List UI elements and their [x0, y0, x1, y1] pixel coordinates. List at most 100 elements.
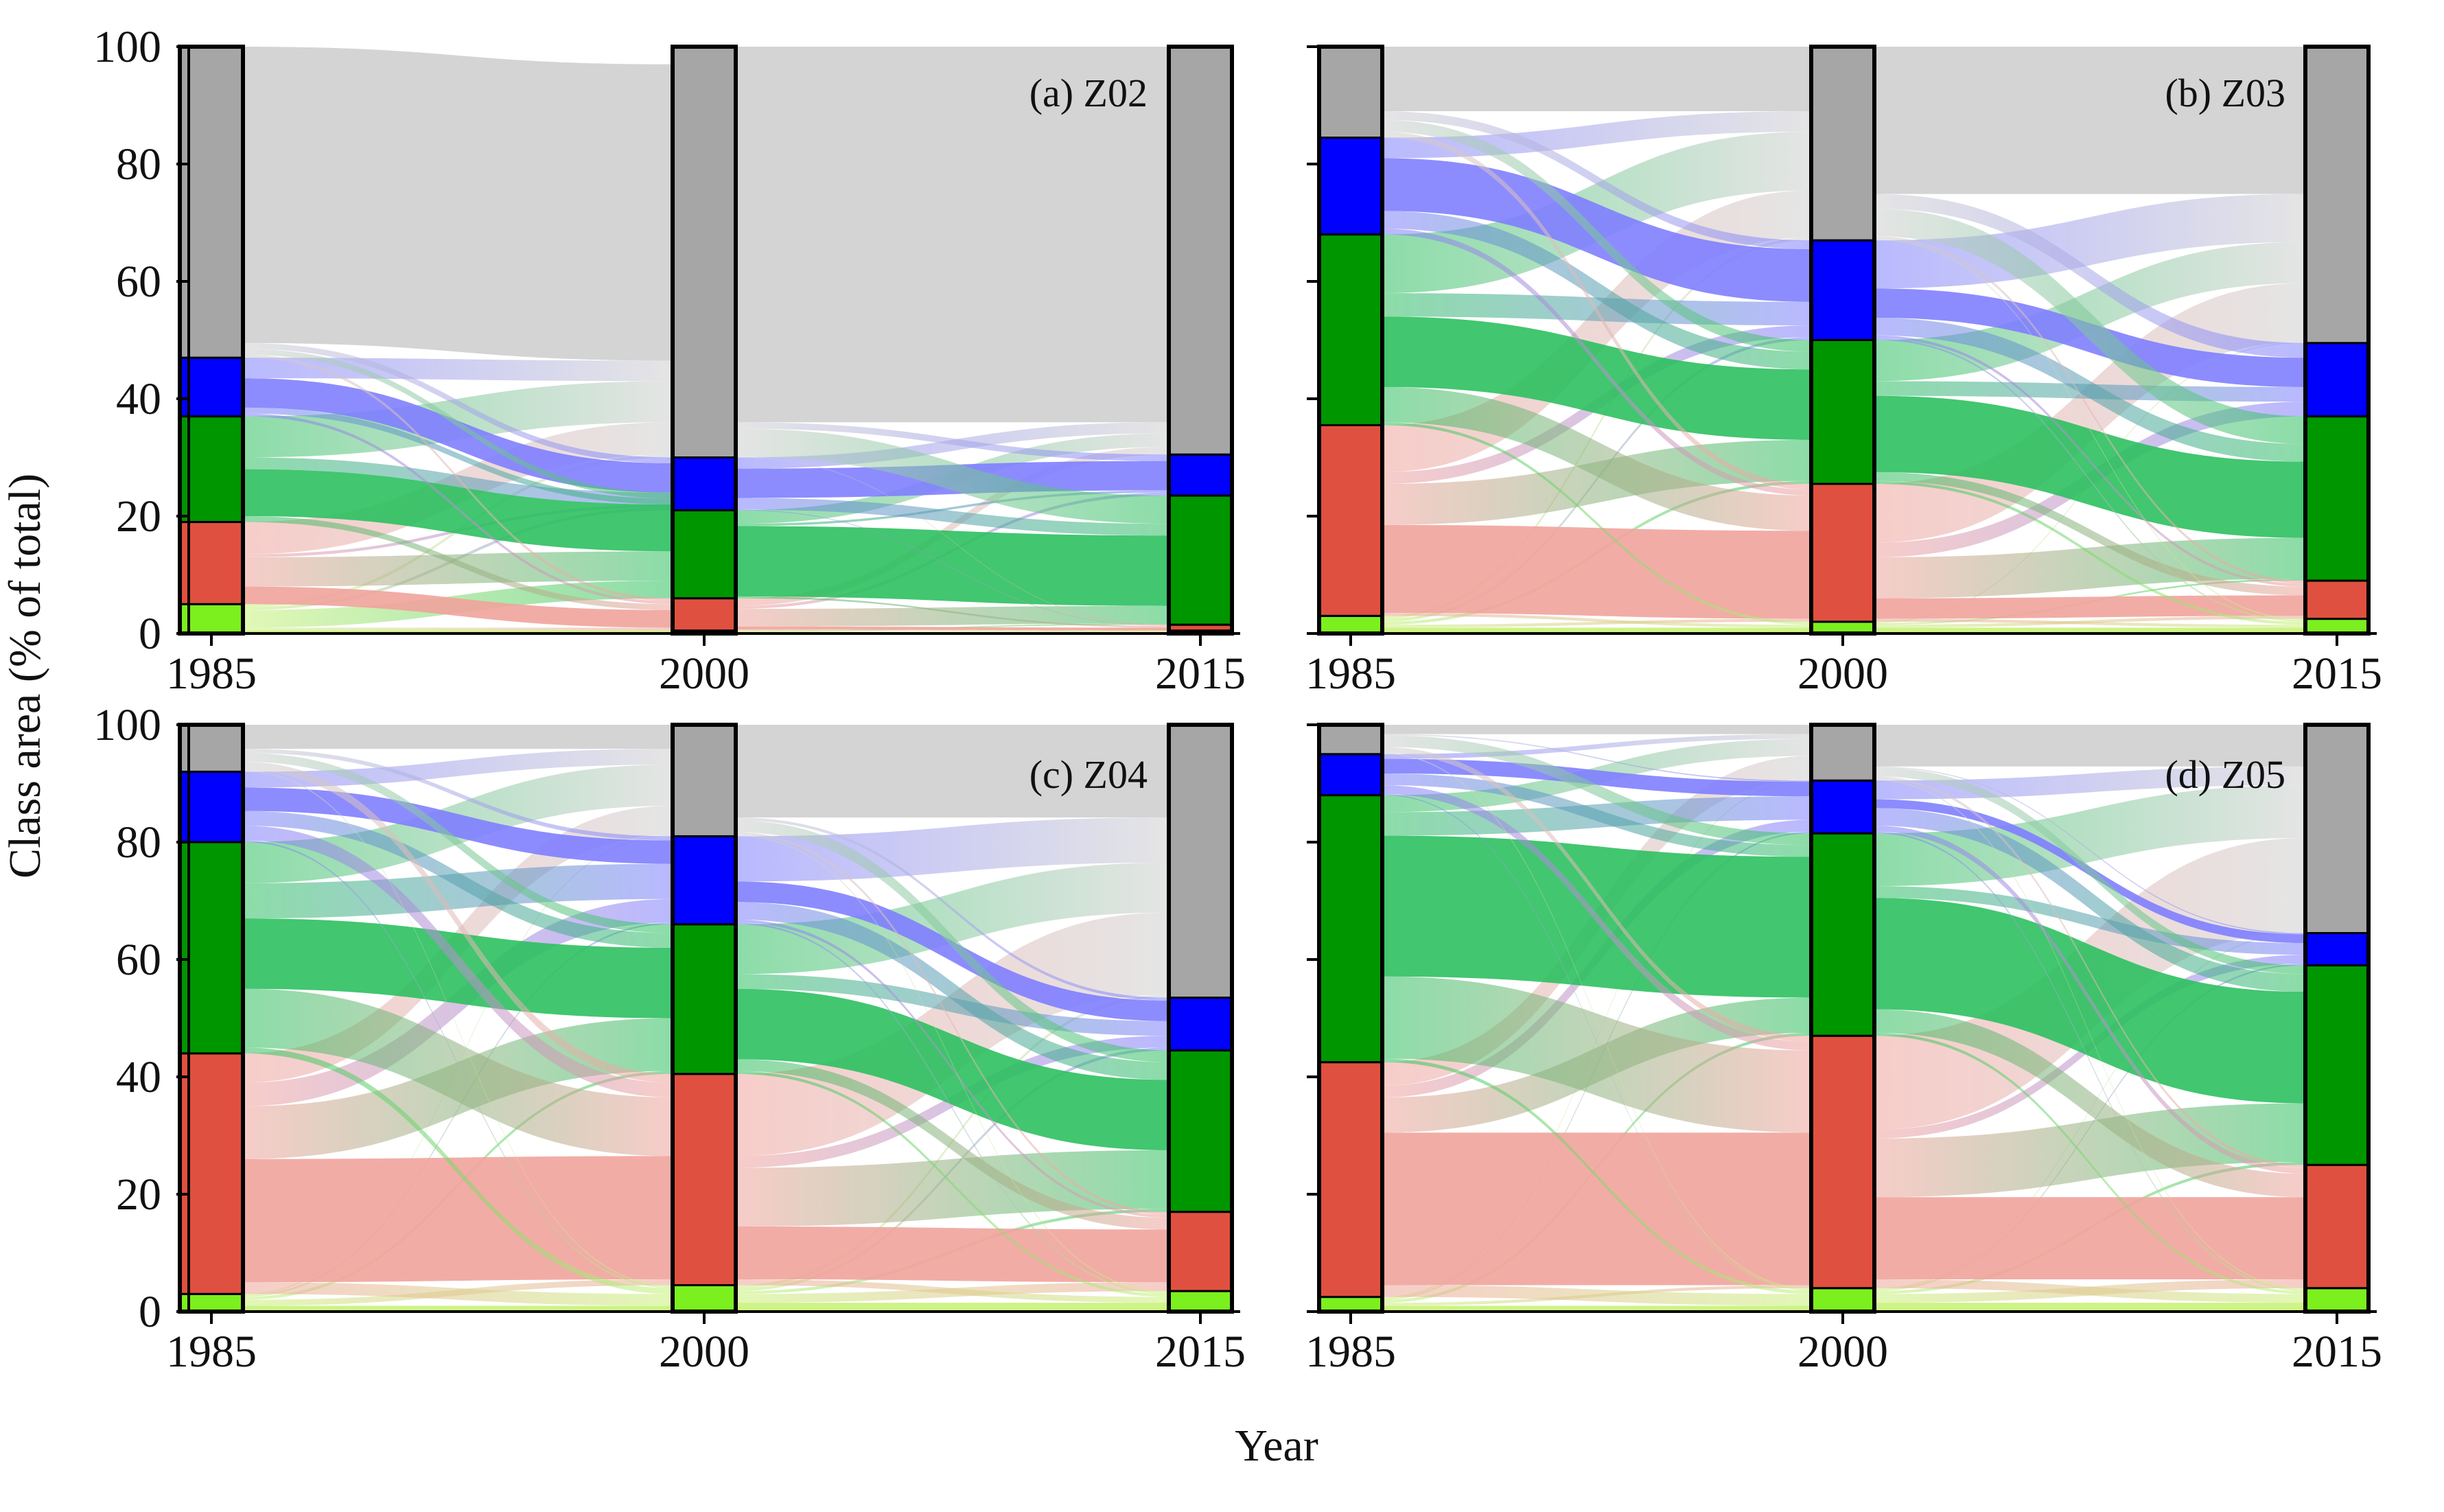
flow-gray-to-light-green — [1874, 779, 2305, 1290]
flow-green-to-light-green — [736, 1071, 1169, 1297]
flow-red-to-gray — [736, 447, 1169, 606]
flow-light-green-to-red — [1382, 618, 1811, 628]
flow-blue-to-light-green — [1382, 793, 1811, 1291]
flow-green-to-red — [1874, 472, 2305, 596]
flow-blue-to-green — [1874, 808, 2305, 992]
flow-green-to-green — [736, 526, 1169, 606]
flow-gray-to-green — [1874, 767, 2305, 975]
flow-red-to-light-green — [1874, 618, 2305, 628]
bar-2015 — [1167, 45, 1234, 636]
bar-segment-red — [671, 1073, 737, 1287]
flow-gray-to-red — [243, 761, 673, 1083]
flow-gray-to-gray — [1382, 725, 1811, 734]
flow-gray-to-red — [1874, 776, 2305, 1168]
flow-blue-to-blue — [243, 787, 673, 864]
flow-blue-to-red — [243, 826, 673, 1097]
flow-blue-to-red — [1382, 785, 1811, 1051]
flow-green-to-blue — [736, 974, 1169, 1036]
y-tick-label: 100 — [93, 700, 161, 750]
flow-blue-to-red — [736, 509, 1169, 626]
flow-blue-to-red — [736, 919, 1169, 1218]
x-tick-label-2000: 2000 — [1797, 649, 1888, 699]
bar-1985 — [1317, 723, 1384, 1314]
bar-segment-blue — [1810, 779, 1876, 835]
flow-green-to-blue — [1874, 886, 2305, 955]
bar-segment-light-green — [2304, 1287, 2370, 1313]
flow-gray-to-green — [736, 820, 1169, 1062]
bar-segment-gray — [1318, 723, 1384, 756]
flow-blue-to-light-green — [1874, 831, 2305, 1292]
flow-gray-to-light-green — [1382, 753, 1811, 1290]
bar-segment-light-green — [671, 1284, 737, 1313]
flow-red-to-red — [1382, 1132, 1811, 1286]
panel-4: 1985 2000 2015 (d) Z05 — [1305, 723, 2382, 1377]
bar-segment-green — [671, 923, 737, 1075]
bar-segment-red — [671, 597, 737, 632]
y-tick-label: 60 — [116, 935, 161, 985]
bar-segment-green — [178, 841, 244, 1055]
flow-gray-to-blue — [243, 749, 673, 841]
bar-segment-red — [1810, 1034, 1876, 1290]
flow-gray-to-red — [1874, 236, 2305, 584]
bar-segment-red — [2304, 579, 2370, 620]
bar-2015 — [2303, 45, 2371, 636]
panel-label: (c) Z04 — [1029, 752, 1148, 797]
flow-red-to-green — [1874, 1103, 2305, 1198]
flow-gray-to-blue — [736, 817, 1169, 1001]
flows — [243, 47, 1169, 633]
bar-2000 — [671, 723, 738, 1314]
flow-green-to-gray — [1874, 785, 2305, 887]
y-tick-label: 80 — [116, 817, 161, 868]
bar-segment-blue — [1167, 453, 1233, 497]
flow-gray-to-red — [243, 354, 673, 601]
flow-red-to-green — [1382, 439, 1811, 525]
flow-red-to-red — [243, 1156, 673, 1283]
y-tick-label: 80 — [116, 139, 161, 189]
flow-gray-to-light-green — [243, 770, 673, 1287]
flow-gray-to-light-green — [736, 835, 1169, 1292]
flow-green-to-blue — [243, 863, 673, 919]
bar-segment-red — [178, 1052, 244, 1295]
bar-segment-gray — [1810, 723, 1876, 782]
bar-segment-gray — [1167, 723, 1233, 999]
flow-blue-to-blue — [736, 881, 1169, 1021]
x-tick-label-1985: 1985 — [1305, 649, 1396, 699]
panel-2: 1985 2000 2015 (b) Z03 — [1305, 45, 2382, 699]
flow-gray-to-light-green — [1874, 239, 2305, 620]
flow-green-to-light-green — [1874, 480, 2305, 625]
bar-1985 — [178, 45, 245, 636]
flow-gray-to-green — [736, 428, 1169, 524]
flow-light-green-to-light-green — [1382, 1305, 1811, 1312]
flow-gray-to-red — [736, 832, 1169, 1215]
flow-green-to-red — [736, 1059, 1169, 1230]
flow-blue-to-blue — [243, 378, 673, 493]
flow-red-to-red — [1874, 595, 2305, 619]
flow-gray-to-gray — [736, 47, 1169, 423]
bar-1985 — [178, 723, 245, 1314]
flow-blue-to-green — [243, 811, 673, 948]
bar-segment-gray — [2304, 723, 2370, 935]
flow-light-green-to-light-green — [1874, 627, 2305, 633]
flow-blue-to-blue — [1382, 758, 1811, 797]
bar-segment-gray — [1810, 45, 1876, 242]
flow-light-green-to-light-green — [1382, 627, 1811, 633]
bar-segment-light-green — [1318, 1296, 1384, 1313]
bar-segment-green — [2304, 964, 2370, 1166]
bar-segment-gray — [1167, 45, 1233, 456]
x-axis-title: Year — [1235, 1421, 1318, 1471]
flow-blue-to-green — [1874, 318, 2305, 462]
flow-blue-to-green — [736, 902, 1169, 1080]
flow-blue-to-light-green — [736, 922, 1169, 1294]
flow-red-to-light-green — [1382, 1285, 1811, 1306]
flow-red-to-red — [736, 1226, 1169, 1283]
flow-blue-to-green — [1382, 211, 1811, 370]
bar-segment-blue — [178, 770, 244, 844]
flow-red-to-light-green — [1382, 613, 1811, 628]
flow-green-to-red — [1382, 976, 1811, 1133]
flow-blue-to-green — [736, 498, 1169, 536]
y-axis-title: Class area (% of total) — [0, 474, 50, 879]
flow-gray-to-green — [243, 349, 673, 499]
x-tick-label-2015: 2015 — [2292, 1327, 2382, 1377]
bar-2000 — [671, 45, 738, 636]
flow-light-green-to-red — [243, 627, 673, 631]
